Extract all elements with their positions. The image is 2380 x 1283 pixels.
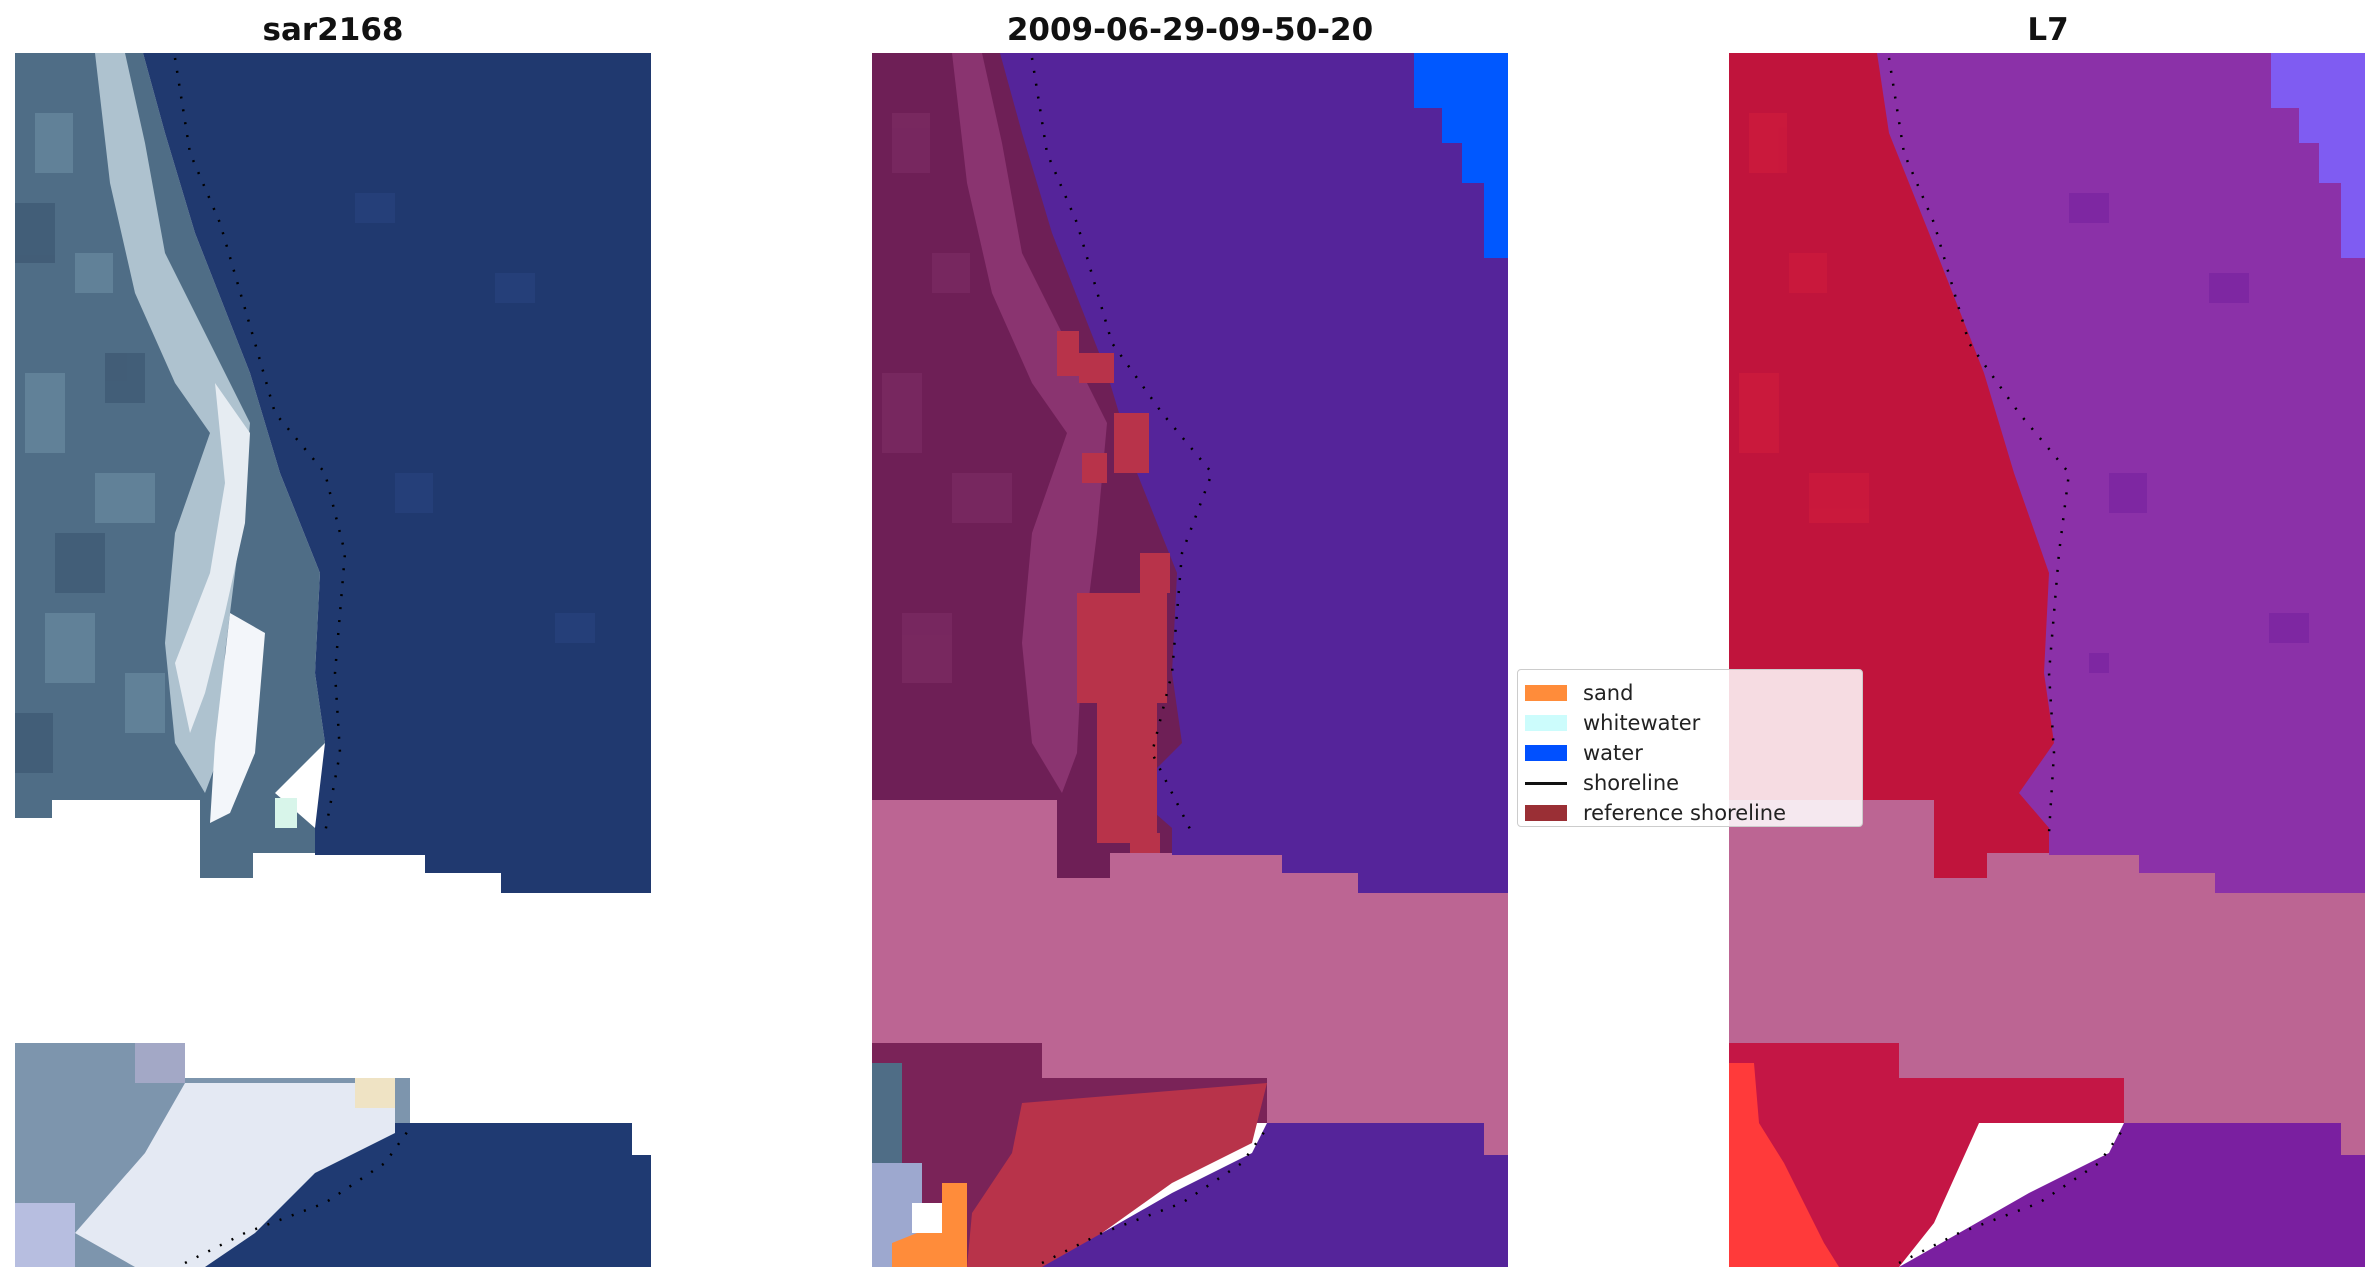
sand-swatch — [1525, 685, 1567, 701]
legend-label: sand — [1583, 681, 1634, 705]
water-swatch — [1525, 745, 1567, 761]
legend: sand whitewater water shoreline referenc… — [1517, 669, 1863, 827]
legend-label: water — [1583, 741, 1643, 765]
mndwi-image — [1729, 53, 2365, 1267]
classified-image — [872, 53, 1508, 1267]
legend-item-sand: sand — [1525, 678, 1862, 708]
whitewater-swatch — [1525, 715, 1567, 731]
panel-title-index: L7 — [2027, 12, 2069, 48]
panel-title-classified: 2009-06-29-09-50-20 — [1006, 12, 1374, 48]
panel-title-rgb: sar2168 — [262, 12, 404, 48]
rgb-satellite-image — [15, 53, 651, 1267]
reference-shoreline-swatch — [1525, 805, 1567, 821]
legend-label: whitewater — [1583, 711, 1701, 735]
legend-label: reference shoreline — [1583, 801, 1787, 825]
legend-item-reference-shoreline: reference shoreline — [1525, 798, 1862, 826]
legend-label: shoreline — [1583, 771, 1680, 795]
legend-item-water: water — [1525, 738, 1862, 768]
shoreline-line — [1525, 781, 1567, 785]
legend-item-whitewater: whitewater — [1525, 708, 1862, 738]
legend-item-shoreline: shoreline — [1525, 768, 1862, 798]
